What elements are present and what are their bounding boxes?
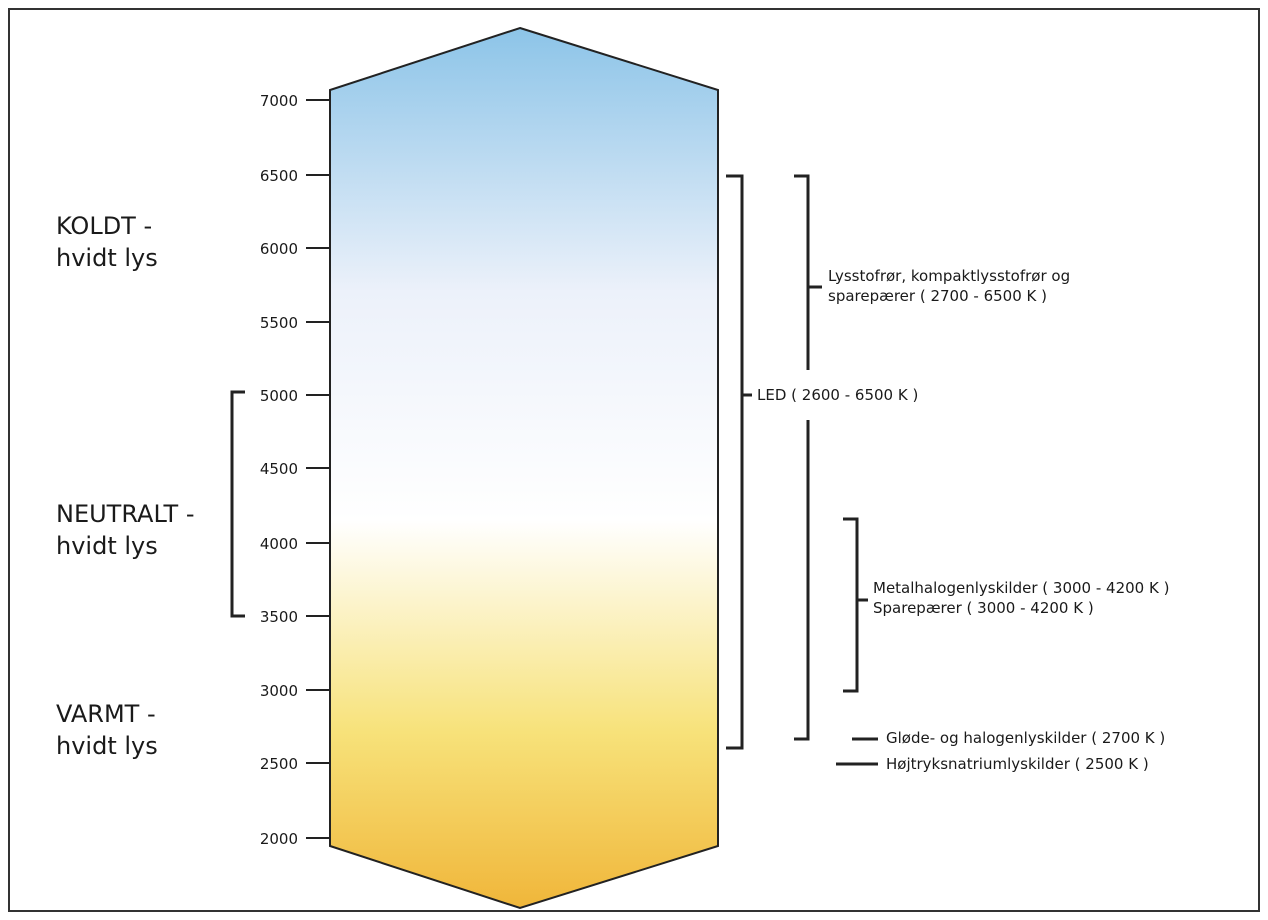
tick-label: 5000 (260, 387, 298, 405)
tick-3500: 3500 (260, 608, 330, 626)
neutral-zone-subtitle: hvidt lys (56, 532, 158, 560)
tick-7000: 7000 (260, 92, 330, 110)
tick-label: 2500 (260, 755, 298, 773)
tick-label: 6500 (260, 167, 298, 185)
tick-3000: 3000 (260, 682, 330, 700)
tick-label: 2000 (260, 830, 298, 848)
tick-label: 4000 (260, 535, 298, 553)
tick-2500: 2500 (260, 755, 330, 773)
neutral-bracket (230, 390, 245, 618)
kelvin-axis: 7000 6500 6000 5500 5000 4500 4000 3500 … (260, 92, 330, 848)
tick-label: 3500 (260, 608, 298, 626)
tick-label: 3000 (260, 682, 298, 700)
tick-5500: 5500 (260, 314, 330, 332)
tick-6000: 6000 (260, 240, 330, 258)
color-temperature-bar (329, 26, 719, 910)
metal-halide-bracket (843, 517, 859, 693)
neutral-zone-label: NEUTRALT - hvidt lys (56, 498, 194, 562)
tick-4000: 4000 (260, 535, 330, 553)
tick-2000: 2000 (260, 830, 330, 848)
fluorescent-label-line1: Lysstofrør, kompaktlysstofrør og (828, 267, 1071, 285)
led-label: LED ( 2600 - 6500 K ) (757, 386, 919, 404)
cold-zone-title: KOLDT - (56, 212, 153, 240)
fluorescent-bracket (794, 174, 810, 370)
tick-label: 6000 (260, 240, 298, 258)
tick-5000: 5000 (260, 387, 330, 405)
tick-label: 7000 (260, 92, 298, 110)
energy-saving-label: Sparepærer ( 3000 - 4200 K ) (873, 599, 1094, 617)
incandescent-label: Gløde- og halogenlyskilder ( 2700 K ) (886, 729, 1166, 747)
tick-label: 5500 (260, 314, 298, 332)
neutral-zone-title: NEUTRALT - (56, 500, 195, 528)
warm-zone-subtitle: hvidt lys (56, 732, 158, 760)
tick-label: 4500 (260, 460, 298, 478)
warm-zone-label: VARMT - hvidt lys (56, 698, 158, 762)
sodium-label: Højtryksnatriumlyskilder ( 2500 K ) (886, 755, 1149, 773)
tick-4500: 4500 (260, 460, 330, 478)
tick-6500: 6500 (260, 167, 330, 185)
warm-zone-title: VARMT - (56, 700, 156, 728)
led-bracket (726, 174, 744, 750)
cold-zone-label: KOLDT - hvidt lys (56, 210, 158, 274)
fluorescent-label-line2: sparepærer ( 2700 - 6500 K ) (828, 287, 1047, 305)
fluorescent-label: Lysstofrør, kompaktlysstofrør og sparepæ… (828, 266, 1070, 306)
metal-halide-label: Metalhalogenlyskilder ( 3000 - 4200 K ) (873, 579, 1170, 597)
cold-zone-subtitle: hvidt lys (56, 244, 158, 272)
fluorescent-bracket-lower (794, 420, 810, 741)
